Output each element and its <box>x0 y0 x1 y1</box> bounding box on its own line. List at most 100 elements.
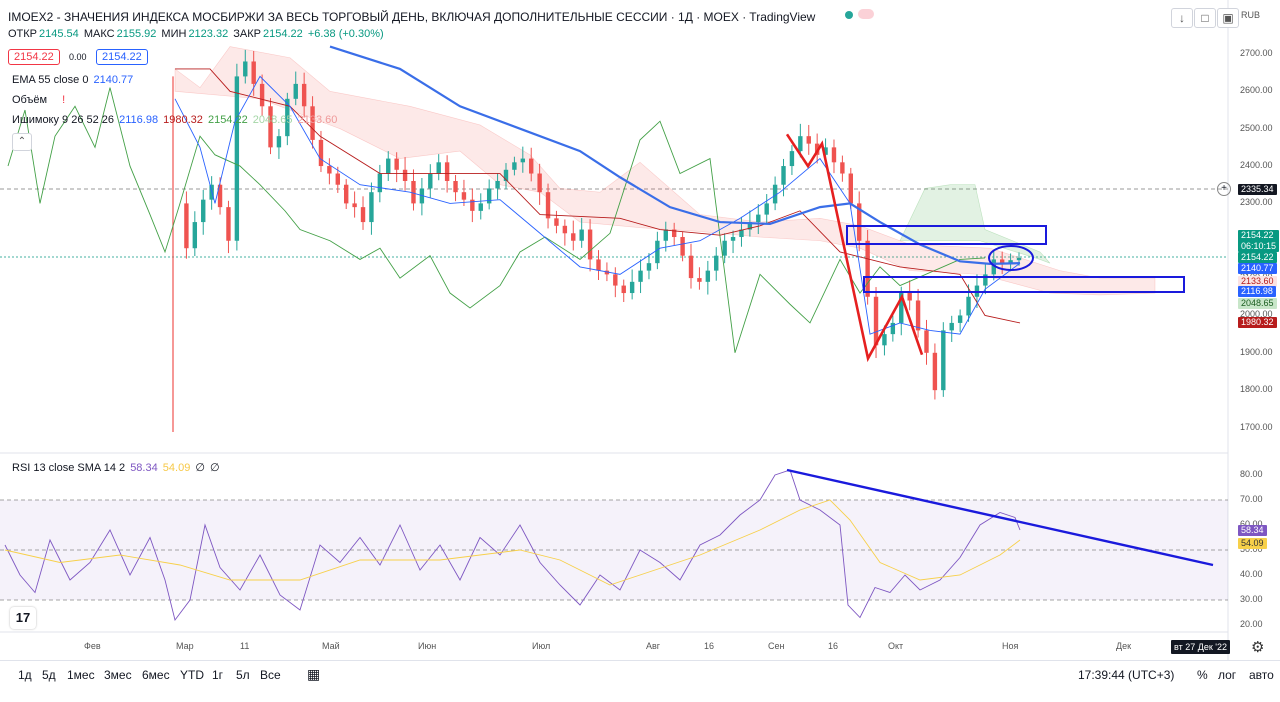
last-price-box: 2154.22 06:10:15 <box>1238 230 1280 252</box>
candle-body <box>831 147 837 163</box>
low-label: МИН <box>161 28 187 40</box>
time-axis-label: Мар <box>176 641 194 651</box>
change-value: +6.38 (+0.30%) <box>307 28 384 40</box>
candle-body <box>629 281 635 294</box>
candle-body <box>823 147 828 155</box>
candle-body <box>646 263 652 271</box>
timeframe-5[interactable]: YTD <box>180 668 204 682</box>
maximize-button[interactable]: □ <box>1194 8 1216 28</box>
candle-body <box>587 229 593 260</box>
kijun-price-box: 2133.60 <box>1238 276 1277 287</box>
down-arrow-button[interactable]: ↓ <box>1171 8 1193 28</box>
candle-body <box>915 300 921 331</box>
candle-body <box>806 136 811 144</box>
candle-body <box>949 322 954 331</box>
price-axis-label: 2500.00 <box>1240 122 1273 133</box>
price-axis-label: 1900.00 <box>1240 346 1273 357</box>
candle-body <box>638 270 643 282</box>
buy-button[interactable]: 2154.22 <box>96 49 148 65</box>
rsi-value: 58.34 <box>130 462 158 474</box>
ema-label: EMA 55 close 0 <box>12 74 89 86</box>
candle-body <box>369 192 374 223</box>
time-axis-label: 16 <box>704 641 715 651</box>
symbol-title: IMOEX2 - ЗНАЧЕНИЯ ИНДЕКСА МОСБИРЖИ ЗА ВЕ… <box>8 10 816 24</box>
candle-body <box>671 229 677 238</box>
clock[interactable]: 17:39:44 (UTC+3) <box>1078 668 1175 682</box>
candle-body <box>402 169 408 181</box>
rsi-axis-label: 80.00 <box>1240 469 1263 479</box>
sell-button[interactable]: 2154.22 <box>8 49 60 65</box>
rsi-ma-line <box>4 499 1021 586</box>
candle-body <box>259 83 265 107</box>
candle-body <box>730 237 736 241</box>
close-value: 2154.22 <box>263 28 303 40</box>
time-axis-label: Июл <box>532 641 551 651</box>
rsi-divergence-line <box>786 468 1214 567</box>
tradingview-logo[interactable]: 17 <box>10 607 36 629</box>
rsi-axis-label: 20.00 <box>1240 619 1263 629</box>
ichimoku-cloud-bear <box>174 46 1156 296</box>
candle-body <box>243 61 248 77</box>
ema-legend[interactable]: EMA 55 close 0 2140.77 <box>12 74 135 86</box>
ichimoku-legend[interactable]: Ишимоку 9 26 52 26 2116.98 1980.32 2154.… <box>12 114 339 126</box>
chevron-up-icon[interactable]: ⌃ <box>12 133 32 151</box>
crosshair-plus-icon[interactable]: + <box>1217 182 1231 196</box>
candle-body <box>512 162 517 170</box>
candle-body <box>276 136 282 148</box>
candle-body <box>714 255 719 271</box>
candle-body <box>688 255 694 279</box>
percent-toggle[interactable]: % <box>1197 668 1208 682</box>
spread-value: 0.00 <box>69 52 87 62</box>
candle-body <box>772 184 778 204</box>
candle-body <box>798 136 803 152</box>
candle-body <box>907 293 912 301</box>
rsi-ma-price-box: 54.09 <box>1238 538 1267 549</box>
time-axis-label: Дек <box>1116 641 1132 651</box>
candle-body <box>251 61 256 84</box>
date-range-icon[interactable]: ▦ <box>307 666 321 682</box>
candle-body <box>621 285 626 294</box>
currency-label[interactable]: RUB <box>1241 10 1261 20</box>
spanB-price-box: 1980.32 <box>1238 317 1277 328</box>
candle-body <box>890 322 896 335</box>
rsi-legend[interactable]: RSI 13 close SMA 14 2 58.34 54.09 ∅ ∅ <box>12 461 222 474</box>
volume-legend[interactable]: Объём ! <box>12 94 67 106</box>
timeframe-8[interactable]: Все <box>260 668 281 682</box>
rsi-label: RSI 13 close SMA 14 2 <box>12 462 126 474</box>
timeframe-6[interactable]: 1г <box>212 668 224 682</box>
auto-toggle[interactable]: авто <box>1249 668 1274 682</box>
timeframe-2[interactable]: 1мес <box>67 668 95 682</box>
settings-button[interactable]: ▣ <box>1217 8 1239 28</box>
log-toggle[interactable]: лог <box>1218 668 1237 682</box>
time-axis-label: Ноя <box>1002 641 1019 651</box>
candle-body <box>461 192 467 200</box>
timeframe-7[interactable]: 5л <box>236 668 250 682</box>
resistance-rect-annotation <box>846 225 1047 245</box>
candle-body <box>756 214 761 223</box>
time-axis-label: Фев <box>84 641 101 651</box>
rsi-axis-label: 30.00 <box>1240 594 1263 604</box>
gear-icon[interactable]: ⚙ <box>1251 639 1265 656</box>
status-dots <box>845 9 876 22</box>
rsi-axis-label: 40.00 <box>1240 569 1263 579</box>
timeframe-0[interactable]: 1д <box>18 668 32 682</box>
ichimoku-lagging: 2154.22 <box>207 114 248 126</box>
rsi-extra1: ∅ <box>195 462 205 474</box>
open-value: 2145.54 <box>39 28 79 40</box>
candle-body <box>192 222 198 249</box>
timeframe-1[interactable]: 5д <box>42 668 56 682</box>
crosshair-price-box: 2335.34 <box>1238 184 1277 195</box>
candle-body <box>924 330 929 353</box>
candle-body <box>613 274 618 286</box>
candle-body <box>991 259 996 275</box>
rsi-ma-value: 54.09 <box>162 462 191 474</box>
high-value: 2155.92 <box>116 28 157 40</box>
timeframe-4[interactable]: 6мес <box>142 668 170 682</box>
rsi-extra2: ∅ <box>210 462 220 474</box>
candle-body <box>377 173 383 193</box>
candle-body <box>663 229 668 241</box>
candle-body <box>957 315 963 323</box>
timeframe-3[interactable]: 3мес <box>104 668 132 682</box>
candle-body <box>318 139 324 167</box>
